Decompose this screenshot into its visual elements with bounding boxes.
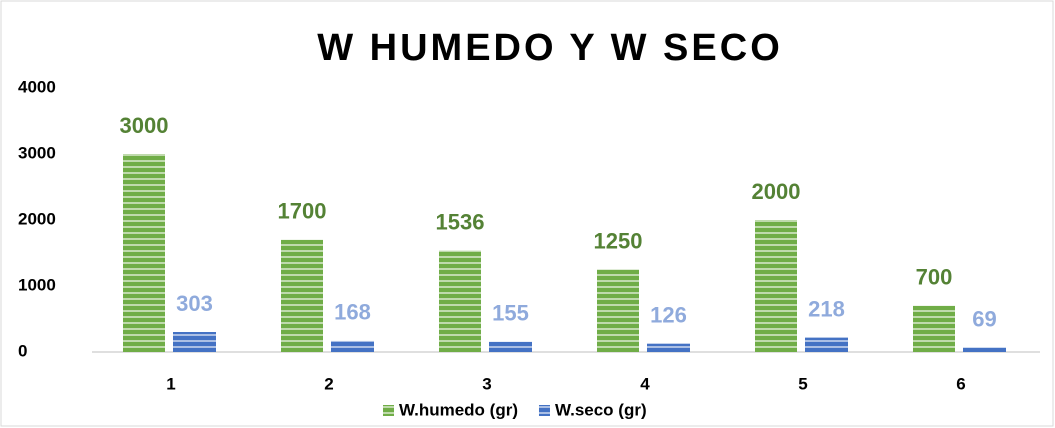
- y-tick-label: 2000: [18, 209, 56, 228]
- data-label: 155: [492, 301, 529, 326]
- y-tick-label: 4000: [18, 77, 56, 96]
- data-label: 700: [916, 265, 953, 290]
- x-tick-label: 2: [324, 374, 333, 393]
- bar: [647, 343, 690, 352]
- bar: [281, 239, 323, 352]
- chart-title: W HUMEDO Y W SECO: [317, 27, 783, 69]
- bar: [963, 347, 1006, 352]
- bar: [439, 250, 481, 352]
- legend-swatch: [538, 405, 550, 416]
- bar: [755, 220, 797, 352]
- y-tick-label: 3000: [18, 143, 56, 162]
- data-label: 168: [334, 300, 371, 325]
- data-label: 1250: [594, 228, 643, 253]
- data-label: 1536: [436, 209, 485, 234]
- x-tick-label: 3: [482, 374, 491, 393]
- x-tick-label: 5: [798, 374, 807, 393]
- data-label: 303: [176, 291, 213, 316]
- data-label: 1700: [278, 199, 327, 224]
- x-tick-label: 1: [166, 374, 175, 393]
- bar: [173, 332, 216, 352]
- data-label: 69: [972, 306, 996, 331]
- bar: [123, 154, 165, 352]
- bar: [913, 305, 955, 352]
- legend-label: W.seco (gr): [555, 400, 647, 419]
- x-tick-label: 4: [640, 374, 650, 393]
- bar: [489, 341, 532, 352]
- bar: [597, 269, 639, 352]
- y-tick-label: 1000: [18, 275, 56, 294]
- data-label: 126: [650, 302, 687, 327]
- data-label: 2000: [752, 179, 801, 204]
- x-tick-label: 6: [956, 374, 965, 393]
- bar: [805, 337, 848, 352]
- bar: [331, 340, 374, 352]
- y-tick-label: 0: [18, 341, 27, 360]
- data-label: 3000: [120, 113, 169, 138]
- legend-label: W.humedo (gr): [399, 400, 518, 419]
- data-label: 218: [808, 296, 845, 321]
- legend-swatch: [383, 405, 394, 416]
